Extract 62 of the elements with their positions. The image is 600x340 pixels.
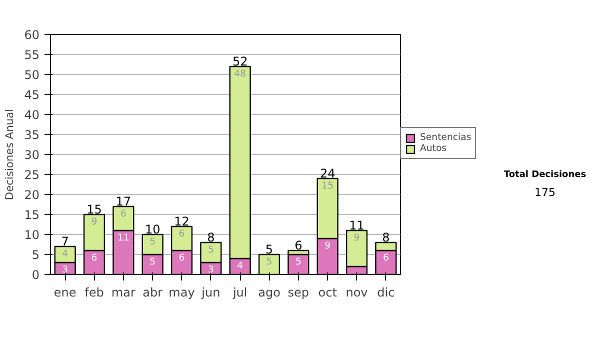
x-tick-label: may — [168, 286, 195, 300]
y-axis-title: Decisiones Anual — [3, 108, 16, 200]
data-label: 9 — [324, 240, 331, 252]
x-tick-label: abr — [142, 286, 163, 300]
total-label: 11 — [349, 218, 364, 232]
data-label: 6 — [382, 252, 389, 264]
legend-label: Sentencias — [420, 132, 472, 143]
y-tick-label: 30 — [24, 148, 40, 162]
x-tick-label: mar — [111, 286, 136, 300]
legend-label: Autos — [420, 143, 447, 154]
data-label: 6 — [178, 228, 185, 240]
y-tick-label: 55 — [24, 48, 40, 62]
y-tick-label: 45 — [24, 88, 40, 102]
total-label: 24 — [320, 166, 336, 180]
x-tick-label: sep — [288, 286, 310, 300]
x-tick-label: oct — [318, 286, 338, 300]
x-tick-label: jul — [232, 286, 248, 300]
total-label: 52 — [232, 54, 248, 68]
data-label: 5 — [208, 244, 214, 256]
data-label: 11 — [117, 232, 130, 244]
x-tick-label: jun — [200, 286, 220, 300]
total-label: 17 — [116, 194, 132, 208]
data-label: 4 — [237, 260, 244, 272]
data-label: 4 — [62, 248, 68, 260]
x-tick-label: ene — [54, 286, 76, 300]
data-label: 9 — [354, 232, 360, 244]
data-label: 9 — [91, 216, 98, 228]
data-label: 3 — [208, 264, 214, 276]
data-label: 6 — [91, 252, 98, 264]
data-label: 48 — [234, 68, 246, 80]
y-tick-label: 50 — [24, 68, 40, 82]
total-label: 12 — [174, 214, 190, 228]
total-label: 6 — [294, 238, 302, 252]
y-tick-label: 5 — [32, 248, 40, 262]
y-tick-label: 60 — [24, 28, 40, 42]
y-tick-label: 0 — [32, 268, 40, 282]
data-label: 5 — [150, 256, 156, 268]
y-tick-label: 40 — [24, 108, 40, 122]
x-tick-label: ago — [258, 286, 280, 300]
data-label: 15 — [322, 180, 334, 192]
x-tick-label: dic — [377, 286, 395, 300]
data-label: 3 — [62, 264, 68, 276]
data-label: 5 — [266, 256, 272, 268]
y-tick-label: 20 — [24, 188, 40, 202]
x-tick-label: feb — [84, 286, 104, 300]
total-label: 7 — [61, 234, 69, 248]
y-tick-label: 15 — [24, 208, 40, 222]
total-label: 15 — [86, 202, 102, 216]
y-tick-label: 25 — [24, 168, 40, 182]
text: Total Decisiones — [502, 170, 588, 180]
total-label: 8 — [382, 230, 390, 244]
y-tick-label: 10 — [24, 228, 40, 242]
y-tick-label: 35 — [24, 128, 40, 142]
text: 175 — [534, 186, 556, 199]
total-label: 8 — [207, 230, 215, 244]
total-label: 5 — [265, 242, 274, 256]
data-label: 5 — [295, 256, 302, 268]
data-label: 6 — [120, 208, 126, 220]
total-label: 10 — [144, 222, 160, 236]
x-tick-label: nov — [346, 286, 368, 300]
data-label: 6 — [178, 252, 185, 264]
data-label: 5 — [150, 236, 156, 248]
